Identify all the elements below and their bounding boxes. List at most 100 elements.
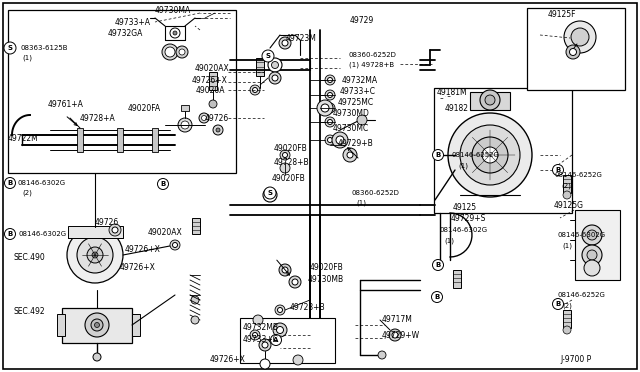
Bar bbox=[209, 72, 217, 90]
Bar bbox=[132, 314, 140, 336]
Circle shape bbox=[268, 58, 282, 72]
Circle shape bbox=[173, 31, 177, 35]
Text: SEC.490: SEC.490 bbox=[13, 253, 45, 263]
Circle shape bbox=[279, 264, 291, 276]
Circle shape bbox=[250, 330, 260, 340]
Circle shape bbox=[263, 188, 277, 202]
Circle shape bbox=[328, 119, 333, 125]
Text: 49729: 49729 bbox=[350, 16, 374, 25]
Circle shape bbox=[199, 113, 209, 123]
Circle shape bbox=[564, 21, 596, 53]
Circle shape bbox=[278, 308, 282, 312]
Text: 08360-6252D: 08360-6252D bbox=[349, 52, 397, 58]
Circle shape bbox=[181, 121, 189, 129]
Circle shape bbox=[448, 113, 532, 197]
Text: 49729+W: 49729+W bbox=[382, 330, 420, 340]
Text: 49020FB: 49020FB bbox=[274, 144, 308, 153]
Circle shape bbox=[179, 49, 185, 55]
Text: B: B bbox=[8, 231, 13, 237]
Text: 08363-6125B: 08363-6125B bbox=[20, 45, 67, 51]
Bar bbox=[453, 270, 461, 288]
Text: 49020FB: 49020FB bbox=[310, 263, 344, 273]
Text: 49732GA: 49732GA bbox=[108, 29, 143, 38]
Circle shape bbox=[282, 153, 287, 157]
Text: 49181M: 49181M bbox=[437, 87, 468, 96]
Circle shape bbox=[280, 163, 290, 173]
Circle shape bbox=[552, 298, 563, 310]
Text: 49733+A: 49733+A bbox=[115, 17, 151, 26]
Bar bbox=[563, 175, 571, 193]
Text: B: B bbox=[435, 294, 440, 300]
Text: 49733+C: 49733+C bbox=[340, 87, 376, 96]
Text: A: A bbox=[273, 337, 278, 343]
Text: B: B bbox=[8, 180, 13, 186]
Circle shape bbox=[328, 138, 333, 142]
Circle shape bbox=[271, 334, 282, 346]
Circle shape bbox=[271, 61, 278, 68]
Circle shape bbox=[325, 103, 335, 113]
Circle shape bbox=[571, 28, 589, 46]
Text: 49725MC: 49725MC bbox=[338, 97, 374, 106]
Circle shape bbox=[282, 40, 288, 46]
Text: 49730MC: 49730MC bbox=[333, 124, 369, 132]
Text: 08360-6252D: 08360-6252D bbox=[352, 190, 400, 196]
Circle shape bbox=[209, 100, 217, 108]
Circle shape bbox=[170, 240, 180, 250]
Circle shape bbox=[325, 75, 335, 85]
Circle shape bbox=[389, 329, 401, 341]
Text: 49726+X: 49726+X bbox=[210, 356, 246, 365]
Text: 08146-6302G: 08146-6302G bbox=[17, 180, 65, 186]
Circle shape bbox=[273, 323, 287, 337]
Circle shape bbox=[262, 342, 268, 348]
Circle shape bbox=[563, 191, 571, 199]
Text: (2): (2) bbox=[22, 190, 32, 196]
Circle shape bbox=[357, 115, 367, 125]
Circle shape bbox=[433, 150, 444, 160]
Circle shape bbox=[260, 359, 270, 369]
Circle shape bbox=[95, 323, 99, 327]
Circle shape bbox=[566, 45, 580, 59]
Text: 49722M: 49722M bbox=[8, 134, 39, 142]
Circle shape bbox=[87, 247, 103, 263]
Circle shape bbox=[336, 136, 344, 144]
Text: (1): (1) bbox=[458, 163, 468, 169]
Circle shape bbox=[4, 177, 15, 189]
Bar bbox=[527, 8, 625, 90]
Text: 49726+X: 49726+X bbox=[120, 263, 156, 272]
Circle shape bbox=[250, 85, 260, 95]
Text: 08146-6252G: 08146-6252G bbox=[555, 172, 603, 178]
Circle shape bbox=[328, 106, 333, 110]
Bar bbox=[77, 128, 83, 152]
Text: 49728+B: 49728+B bbox=[274, 157, 310, 167]
Bar bbox=[68, 226, 123, 238]
Circle shape bbox=[176, 46, 188, 58]
Circle shape bbox=[4, 42, 16, 54]
Text: B: B bbox=[435, 262, 440, 268]
Circle shape bbox=[109, 224, 121, 236]
Text: 49020FB: 49020FB bbox=[272, 173, 306, 183]
Circle shape bbox=[91, 319, 103, 331]
Circle shape bbox=[292, 279, 298, 285]
Circle shape bbox=[216, 128, 220, 132]
Circle shape bbox=[253, 315, 263, 325]
Circle shape bbox=[202, 115, 207, 121]
Circle shape bbox=[328, 93, 333, 97]
Text: (2): (2) bbox=[561, 183, 571, 189]
Circle shape bbox=[325, 90, 335, 100]
Circle shape bbox=[431, 292, 442, 302]
Circle shape bbox=[213, 125, 223, 135]
Text: 49726+X: 49726+X bbox=[192, 76, 228, 84]
Circle shape bbox=[191, 316, 199, 324]
Circle shape bbox=[253, 87, 257, 93]
Circle shape bbox=[317, 100, 333, 116]
Bar bbox=[192, 218, 200, 234]
Bar bbox=[62, 308, 132, 343]
Text: J-9700 P: J-9700 P bbox=[560, 356, 591, 365]
Circle shape bbox=[170, 28, 180, 38]
Circle shape bbox=[259, 339, 271, 351]
Text: 08146-6252G: 08146-6252G bbox=[452, 152, 500, 158]
Text: 49125: 49125 bbox=[453, 202, 477, 212]
Text: (1): (1) bbox=[562, 243, 572, 249]
Text: 49730MA: 49730MA bbox=[155, 6, 191, 15]
Circle shape bbox=[280, 150, 290, 160]
